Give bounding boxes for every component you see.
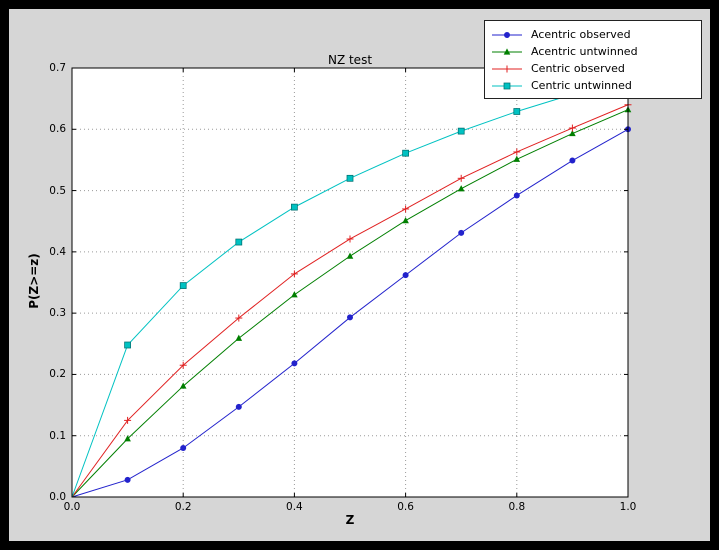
x-tick-label: 0.8 — [508, 501, 526, 513]
x-tick-label: 1.0 — [619, 501, 637, 513]
triangle-marker-icon — [457, 185, 465, 192]
square-marker-icon — [503, 82, 511, 89]
y-tick-label: 0.1 — [49, 429, 66, 442]
triangle-marker-icon — [402, 217, 409, 224]
x-axis-label: Z — [345, 513, 355, 527]
chart-title: NZ test — [327, 53, 373, 67]
y-axis-label: P(Z>=z) — [27, 253, 41, 309]
plot-canvas — [71, 67, 632, 498]
triangle-marker-icon — [513, 155, 521, 162]
y-tick-label: 0.4 — [49, 245, 66, 258]
axes-frame — [71, 67, 629, 498]
triangle-marker-icon — [179, 382, 187, 389]
y-tick-label: 0.6 — [49, 123, 66, 136]
triangle-marker-icon — [235, 334, 243, 341]
legend-sample-line-icon — [492, 65, 522, 72]
x-tick-label: 0.4 — [286, 501, 303, 513]
square-marker-icon — [124, 341, 131, 349]
circle-marker-icon — [235, 403, 242, 410]
circle-marker-icon — [402, 272, 409, 279]
axes-area — [72, 68, 628, 497]
square-marker-icon — [513, 108, 521, 115]
circle-marker-icon — [513, 192, 520, 199]
square-marker-icon — [179, 282, 187, 289]
legend-label: Centric observed — [531, 62, 625, 75]
x-tick-label: 0.0 — [63, 501, 81, 513]
x-tick-label: 0.2 — [174, 501, 192, 513]
square-marker-icon — [235, 238, 243, 246]
circle-marker-icon — [291, 360, 298, 367]
legend-label: Acentric untwinned — [531, 45, 638, 58]
legend-sample-line-icon — [492, 47, 522, 55]
legend: Acentric observed Acentric untwinned Cen… — [484, 20, 702, 99]
square-marker-icon — [291, 203, 298, 211]
triangle-marker-icon — [346, 252, 354, 259]
legend-item: Centric untwinned — [491, 77, 695, 94]
y-tick-label: 0.5 — [49, 184, 66, 197]
y-tick-label: 0.0 — [49, 491, 66, 503]
square-marker-icon — [457, 127, 465, 135]
x-tick-label: 0.6 — [397, 501, 414, 513]
legend-item: Acentric observed — [491, 26, 695, 43]
square-marker-icon — [346, 174, 354, 182]
figure: NZ test Z P(Z>=z) Acentric observed Acen… — [9, 9, 710, 541]
triangle-marker-icon — [569, 129, 576, 137]
y-tick-label: 0.3 — [49, 307, 66, 320]
legend-label: Centric untwinned — [531, 79, 632, 92]
triangle-marker-icon — [124, 435, 131, 442]
circle-marker-icon — [347, 314, 353, 321]
triangle-marker-icon — [503, 47, 511, 55]
circle-marker-icon — [458, 229, 465, 236]
legend-sample-line-icon — [492, 82, 522, 89]
square-marker-icon — [402, 149, 409, 157]
y-tick-label: 0.7 — [49, 62, 66, 74]
triangle-marker-icon — [291, 291, 298, 298]
legend-label: Acentric observed — [531, 28, 631, 41]
legend-item: Acentric untwinned — [491, 43, 695, 60]
legend-sample-line-icon — [492, 31, 522, 38]
circle-marker-icon — [124, 476, 131, 483]
circle-marker-icon — [180, 444, 187, 451]
y-tick-label: 0.2 — [49, 368, 66, 381]
circle-marker-icon — [569, 157, 576, 164]
circle-marker-icon — [504, 31, 510, 38]
legend-item: Centric observed — [491, 60, 695, 77]
